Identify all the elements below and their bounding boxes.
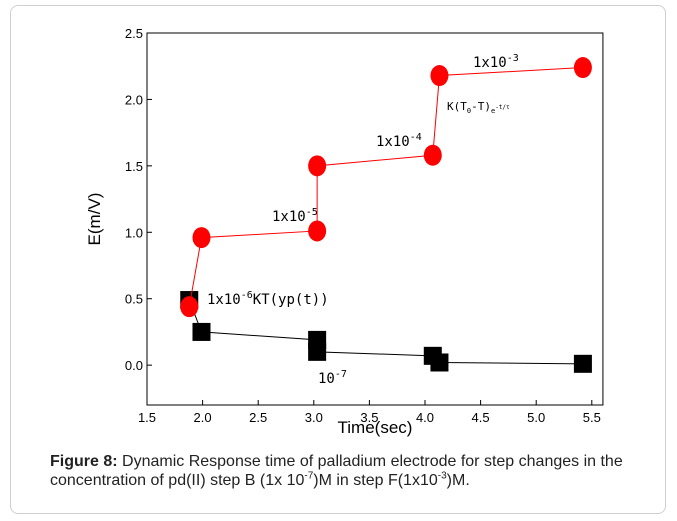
- x-tick-label: 1.5: [138, 410, 156, 425]
- x-tick-label: 3.5: [360, 410, 378, 425]
- annotation: 1x10-5: [272, 207, 318, 225]
- annotation: K(T0-T)e-t/τ: [447, 100, 510, 115]
- square-marker: [573, 354, 592, 373]
- y-tick-label: 0.5: [125, 292, 143, 307]
- caption-text: )M.: [446, 472, 470, 489]
- caption-text: Dynamic Response time of palladium elect…: [50, 453, 623, 489]
- square-marker: [192, 322, 211, 341]
- y-axis-label: E(m/V): [85, 193, 104, 246]
- y-tick-label: 0.0: [125, 358, 143, 373]
- caption-superscript: -7: [304, 470, 314, 482]
- series-line: [188, 299, 583, 365]
- circle-marker: [192, 227, 211, 249]
- annotation-part: -6: [241, 290, 253, 301]
- annotation-part: 10: [318, 371, 335, 387]
- chart: Time(sec) E(m/V) 1.5 2.0 2.5 3.0 3.5 4.0 4.5 5.…: [85, 26, 604, 437]
- x-axis-label: Time(sec): [338, 418, 413, 437]
- y-tick-label: 1.5: [125, 159, 143, 174]
- annotation: 1x10-4: [376, 132, 422, 150]
- plot-frame: [146, 32, 604, 406]
- annotation-part: -5: [306, 207, 318, 218]
- annotation-part: -T): [471, 100, 491, 113]
- annotation-part: -t/τ: [495, 104, 510, 111]
- x-tick-label: 2.5: [249, 410, 267, 425]
- circle-marker: [573, 57, 592, 79]
- annotation-part: e: [491, 107, 495, 115]
- y-tick-label: 2.5: [125, 26, 143, 41]
- series-line: [188, 67, 583, 307]
- annotation-part: -7: [335, 369, 347, 380]
- caption-text: )M in step F(1x10: [313, 472, 438, 489]
- annotation: 10-7: [318, 369, 347, 387]
- figure-frame: [10, 5, 666, 514]
- annotation-part: 1x10: [207, 292, 241, 308]
- square-marker: [430, 353, 449, 372]
- y-tick-label: 1.0: [125, 225, 143, 240]
- annotation-part: -3: [507, 53, 519, 64]
- annotation-part: K(T: [447, 100, 467, 113]
- x-tick-label: 3.0: [305, 410, 323, 425]
- annotation-part: 1x10: [272, 209, 306, 225]
- caption-label: Figure 8:: [50, 453, 118, 470]
- annotation-part: 1x10: [376, 134, 410, 150]
- circle-marker: [180, 296, 199, 318]
- annotation-part: -4: [410, 132, 422, 143]
- caption: Figure 8: Dynamic Response time of palla…: [50, 452, 660, 490]
- x-tick-label: 2.0: [194, 410, 212, 425]
- x-tick-label: 5.0: [527, 410, 545, 425]
- annotation-part: KT(yp(t)): [253, 292, 329, 308]
- circle-marker: [423, 144, 442, 166]
- x-tick-label: 4.5: [472, 410, 490, 425]
- x-tick-label: 5.5: [583, 410, 601, 425]
- annotation: 1x10-6KT(yp(t)): [207, 290, 329, 308]
- annotation-part: 0: [467, 107, 471, 115]
- annotation-part: 1x10: [473, 55, 507, 71]
- caption-superscript: -3: [437, 470, 447, 482]
- y-tick-label: 2.0: [125, 92, 143, 107]
- circle-marker: [308, 220, 327, 242]
- circle-marker: [430, 65, 449, 87]
- annotation: 1x10-3: [473, 53, 519, 71]
- square-marker: [308, 342, 327, 361]
- x-tick-label: 4.0: [416, 410, 434, 425]
- circle-marker: [308, 155, 327, 177]
